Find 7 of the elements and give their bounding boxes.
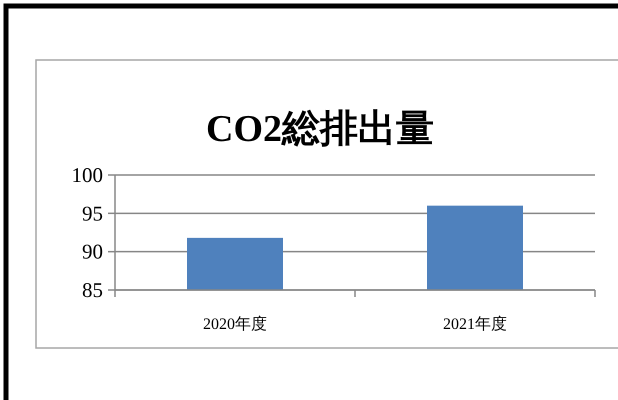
chart-title: CO2総排出量	[206, 108, 434, 150]
y-tick-label: 95	[82, 201, 103, 226]
y-tick-label: 85	[82, 278, 103, 302]
y-tick-label: 90	[82, 240, 103, 264]
x-tick-label: 2021年度	[443, 315, 507, 333]
y-tick-label: 100	[72, 163, 103, 187]
x-tick-label: 2020年度	[203, 315, 267, 333]
